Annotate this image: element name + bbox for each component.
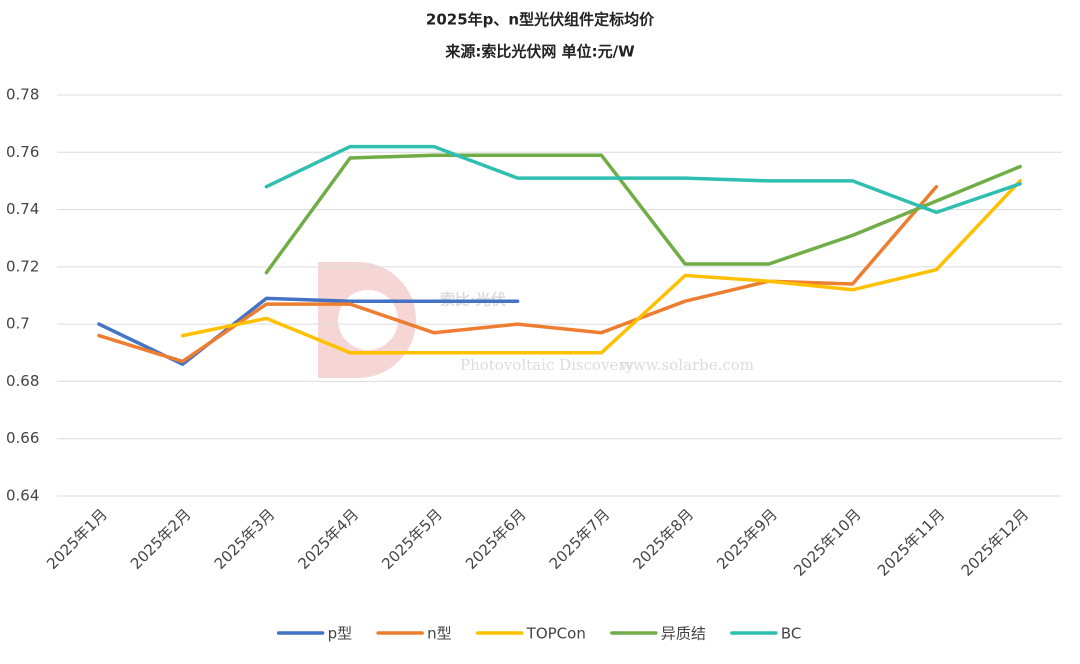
legend-label: n型: [427, 625, 452, 643]
y-tick-label: 0.76: [6, 143, 39, 161]
y-tick-label: 0.72: [6, 257, 39, 275]
chart-title: 2025年p、n型光伏组件定标均价: [426, 11, 655, 29]
legend-label: BC: [781, 625, 802, 643]
watermark-text: Photovoltaic Discovery: [460, 356, 635, 374]
watermark-logo: [338, 290, 398, 350]
y-tick-label: 0.74: [6, 200, 39, 218]
chart-subtitle: 来源:索比光伏网 单位:元/W: [444, 43, 635, 61]
y-tick-label: 0.68: [6, 372, 39, 390]
legend-label: TOPCon: [526, 625, 586, 643]
legend-label: p型: [328, 625, 353, 643]
watermark-url: www.solarbe.com: [620, 356, 754, 374]
series-line: [264, 153, 1022, 275]
legend: p型 n型 TOPCon 异质结 BC: [276, 625, 802, 643]
y-tick-label: 0.7: [6, 315, 30, 333]
y-tick-label: 0.66: [6, 429, 39, 447]
y-tick-label: 0.64: [6, 487, 39, 505]
series-line: [180, 179, 1022, 355]
legend-label: 异质结: [661, 625, 706, 643]
y-tick-label: 0.78: [6, 86, 39, 104]
series-line: [264, 144, 1022, 215]
